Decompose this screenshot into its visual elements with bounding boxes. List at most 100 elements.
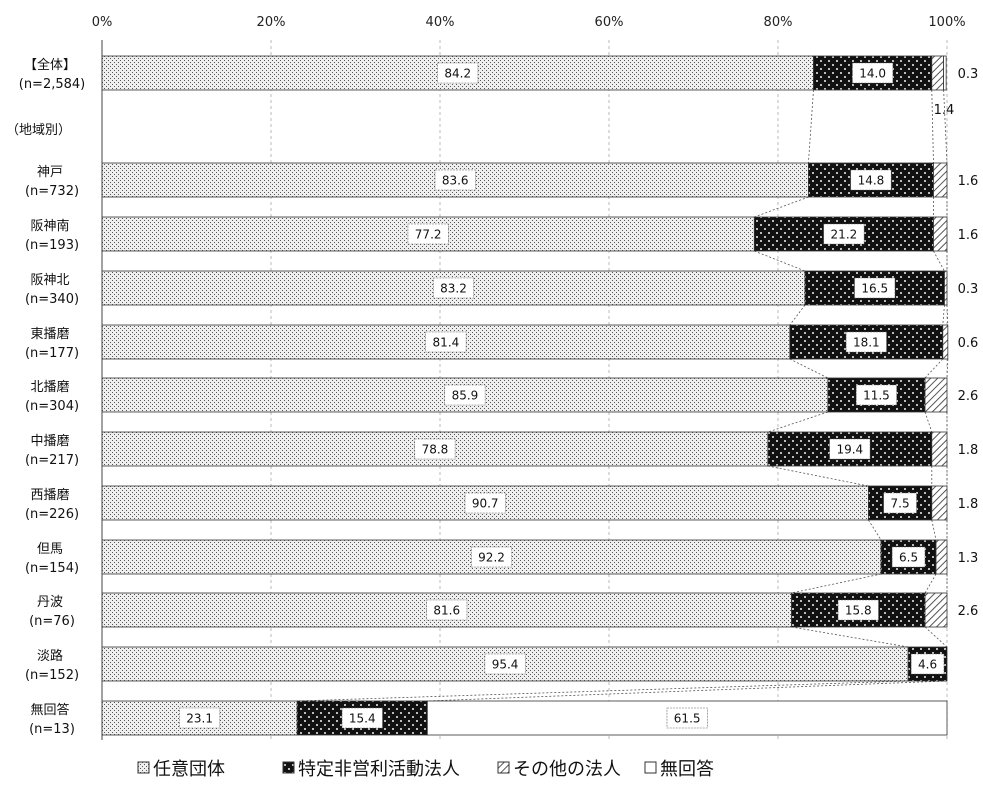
data-label-box [852,62,894,84]
data-label: 84.2 [444,67,471,81]
data-label-box [854,277,896,299]
bar-segment [931,55,945,91]
row-sample-size: (n=304) [25,399,79,414]
connector-line [791,573,882,594]
legend-swatch [282,761,295,774]
data-label: 11.5 [863,389,890,403]
data-label: 92.2 [478,551,505,565]
row-label: 無回答 [30,702,69,718]
data-label: 4.6 [918,658,937,672]
bar-segment [944,270,948,306]
row-label: 北播磨 [30,380,69,395]
data-label: 81.6 [433,604,460,618]
data-label-box [414,438,456,460]
row-sample-size: (n=226) [25,507,79,522]
x-tick-label: 0% [92,15,113,30]
bar-segment [924,592,948,628]
row-label: 【全体】 [24,57,76,73]
data-label: 1.4 [934,103,955,118]
data-label: 7.5 [891,497,910,511]
row-sample-size: (n=76) [29,614,75,629]
data-label: 0.3 [958,67,979,82]
x-tick-label: 60% [595,15,624,30]
x-axis: 0% 20% 40% 60% 80% 100% [92,15,966,740]
data-label: 14.8 [858,174,885,188]
connector-line [791,626,909,648]
row-label: 阪神南 [30,218,69,234]
row-sample-size: (n=217) [25,453,79,468]
data-label-box [179,707,221,729]
legend-swatch [137,761,150,774]
row-sample-size: (n=13) [29,722,75,737]
data-label-box [823,223,865,245]
data-label-box [850,169,892,191]
data-label-box [891,546,926,568]
bars [101,55,949,736]
row-label: 丹波 [37,595,63,610]
data-label-box [464,492,506,514]
data-label-box [883,492,917,514]
row-label: 神戸 [37,165,63,180]
bar-segment [933,162,948,198]
legend-label: 特定非営利活動法人 [298,759,460,780]
data-label: 1.6 [958,174,979,189]
data-label-box [484,653,526,675]
row-label: 中播磨 [30,434,69,449]
data-label: 77.2 [415,228,442,242]
bar-segment [942,324,949,360]
bar-segment [931,485,948,521]
legend-swatch [497,761,510,774]
data-label-box [425,331,467,353]
row-label: 阪神北 [30,273,69,288]
data-label-box [434,169,476,191]
data-label: 6.5 [899,551,918,565]
row-label: 但馬 [37,542,63,557]
connector-line [427,680,948,702]
connector-line [297,680,909,702]
data-label: 1.6 [958,228,979,243]
legend-label: 任意団体 [153,759,225,780]
row-sample-size: (n=152) [25,668,79,683]
data-label: 15.8 [845,604,872,618]
data-label: 23.1 [186,712,213,726]
data-label: 2.6 [958,604,979,619]
data-label-box [855,384,897,406]
data-label: 15.4 [349,712,376,726]
data-label: 83.6 [442,174,469,188]
data-label-box [471,546,513,568]
data-label-box [845,331,887,353]
row-label: 西播磨 [30,488,69,503]
data-label-box [433,277,475,299]
connector-line [924,358,944,379]
row-label: 東播磨 [30,326,69,342]
data-label: 95.4 [492,658,519,672]
data-label-box [666,707,708,729]
connector-line [946,304,949,326]
data-label: 61.5 [674,712,701,726]
data-label-box [437,62,479,84]
data-label-box [829,438,871,460]
data-label: 78.8 [422,443,449,457]
x-tick-label: 80% [764,15,793,30]
bar-segment [933,216,948,252]
data-label: 83.2 [440,282,467,296]
row-sample-size: (n=2,584) [19,77,86,92]
legend: 任意団体 特定非営利活動法人 その他の法人 無回答 [137,759,714,780]
connector-line [767,465,869,487]
connector-line [942,304,945,326]
connector-line [924,626,948,648]
data-label-box [444,384,486,406]
data-label: 1.8 [958,497,979,512]
connector-line [924,411,933,433]
bar-segment [935,539,948,575]
legend-label: その他の法人 [513,759,621,780]
connector-lines [297,89,949,702]
row-sample-size: (n=340) [25,292,79,307]
data-label: 19.4 [836,443,863,457]
data-label: 85.9 [452,389,479,403]
data-label: 21.2 [831,228,858,242]
bar-segment [924,377,948,413]
connector-line [789,304,806,326]
connector-line [931,519,937,541]
